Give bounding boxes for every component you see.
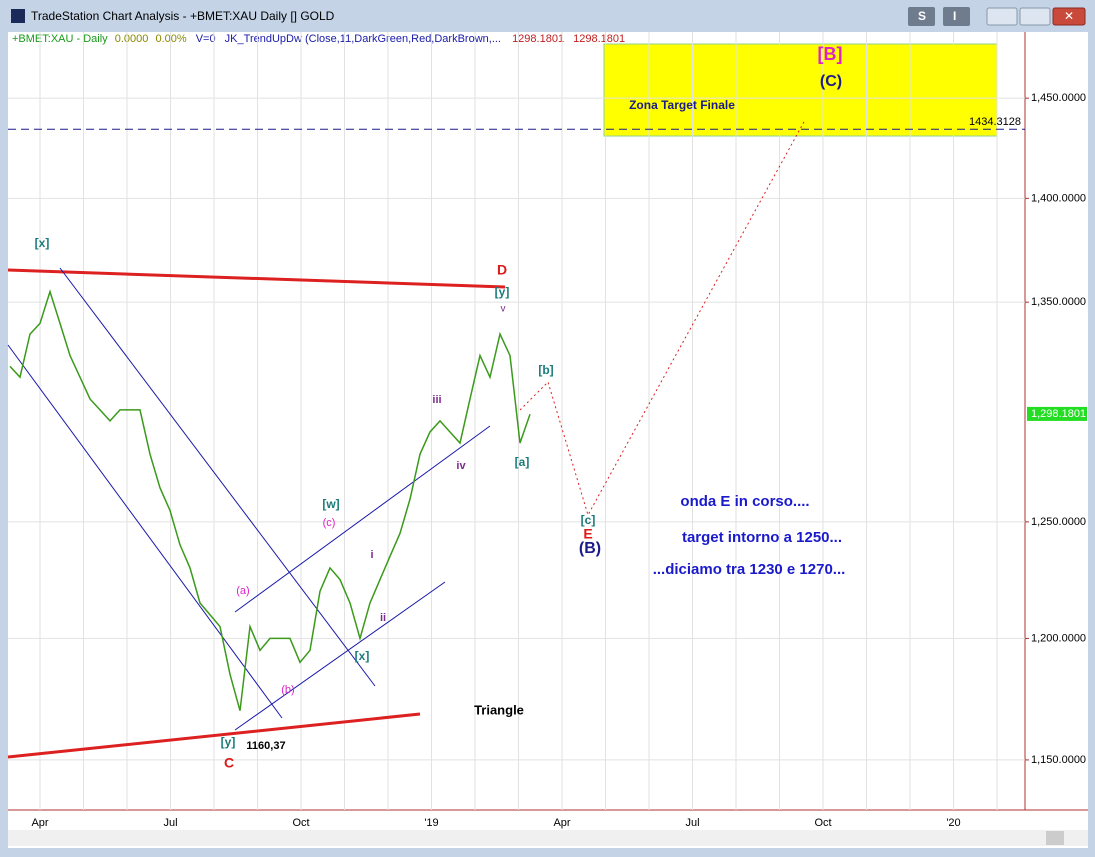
wave-label: onda E in corso.... <box>680 493 809 510</box>
y-tick-label: 1,400.0000 <box>1031 192 1086 204</box>
last-price-box <box>1027 406 1087 421</box>
wave-label: [y] <box>221 735 236 749</box>
wave-label: ii <box>380 612 386 624</box>
trend-line <box>234 581 446 731</box>
change: 0.0000 <box>115 33 149 45</box>
indicator: JK_TrendUpDw (Close,11,DarkGreen,Red,Dar… <box>225 33 501 45</box>
x-tick-label: '19 <box>424 817 438 829</box>
wave-label: Zona Target Finale <box>629 98 735 112</box>
trend-line <box>59 267 376 687</box>
wave-label: [y] <box>495 285 510 299</box>
symbol: +BMET:XAU - Daily <box>12 33 108 45</box>
wave-label: (C) <box>820 73 842 90</box>
x-tick-label: Jul <box>685 817 699 829</box>
wave-label: v <box>501 304 506 315</box>
wave-label: [b] <box>538 363 553 377</box>
volume: V=0 <box>196 33 216 45</box>
y-tick-label: 1,250.0000 <box>1031 516 1086 528</box>
wave-label: (c) <box>323 517 336 529</box>
wave-label: (a) <box>236 585 249 597</box>
header: +BMET:XAU - Daily 0.0000 0.00% V=0 JK_Tr… <box>12 33 625 45</box>
indicator-value: 1298.1801 <box>573 33 625 45</box>
wave-label: [B] <box>818 44 843 64</box>
last-price-label: 1,298.1801 <box>1031 408 1086 420</box>
wave-label: C <box>224 755 234 771</box>
app-icon <box>11 9 25 23</box>
close-button[interactable] <box>1052 7 1086 26</box>
wave-label: i <box>370 549 373 561</box>
wave-label: [x] <box>35 236 50 250</box>
y-tick-label: 1,450.0000 <box>1031 92 1086 104</box>
target-label: 1434.3128 <box>969 116 1021 128</box>
x-tick-label: Oct <box>814 817 831 829</box>
wave-label: [c] <box>581 513 596 527</box>
y-tick-label: 1,350.0000 <box>1031 296 1086 308</box>
price-line <box>9 289 531 711</box>
y-tick-label: 1,150.0000 <box>1031 754 1086 766</box>
target-zone <box>603 43 998 137</box>
change-pct: 0.00% <box>155 33 186 45</box>
scrollbar[interactable] <box>8 830 1088 846</box>
minimize-button[interactable] <box>986 7 1018 26</box>
x-tick-label: Jul <box>163 817 177 829</box>
wave-label: iii <box>432 394 441 406</box>
maximize-button[interactable] <box>1019 7 1051 26</box>
trend-line <box>234 425 491 613</box>
i-button-label: I <box>953 9 956 23</box>
x-tick-label: '20 <box>946 817 960 829</box>
x-tick-label: Oct <box>292 817 309 829</box>
wave-label: iv <box>456 460 466 472</box>
window-title: TradeStation Chart Analysis - +BMET:XAU … <box>31 9 335 23</box>
wave-label: (b) <box>281 684 294 696</box>
y-tick-label: 1,200.0000 <box>1031 632 1086 644</box>
wave-label: [w] <box>322 497 339 511</box>
x-tick-label: Apr <box>31 817 48 829</box>
wave-label: target intorno a 1250... <box>682 529 842 546</box>
i-button[interactable] <box>943 7 970 26</box>
trend-line <box>7 712 421 759</box>
close-glyph: ✕ <box>1064 9 1074 23</box>
wave-label: E <box>583 526 592 542</box>
trend-line <box>7 268 506 289</box>
s-button[interactable] <box>908 7 935 26</box>
wave-label: [a] <box>515 455 530 469</box>
wave-label: D <box>497 262 507 278</box>
wave-label: Triangle <box>474 702 524 717</box>
indicator-value: 1298.1801 <box>512 33 564 45</box>
wave-label: (B) <box>579 540 601 557</box>
chart-area <box>8 32 1088 848</box>
scroll-thumb[interactable] <box>1046 831 1064 845</box>
wave-label: 1160,37 <box>246 740 285 752</box>
wave-label: [x] <box>355 649 370 663</box>
s-button-label: S <box>918 9 926 23</box>
wave-label: ...diciamo tra 1230 e 1270... <box>653 561 846 578</box>
trend-line <box>7 344 283 719</box>
x-tick-label: Apr <box>553 817 570 829</box>
